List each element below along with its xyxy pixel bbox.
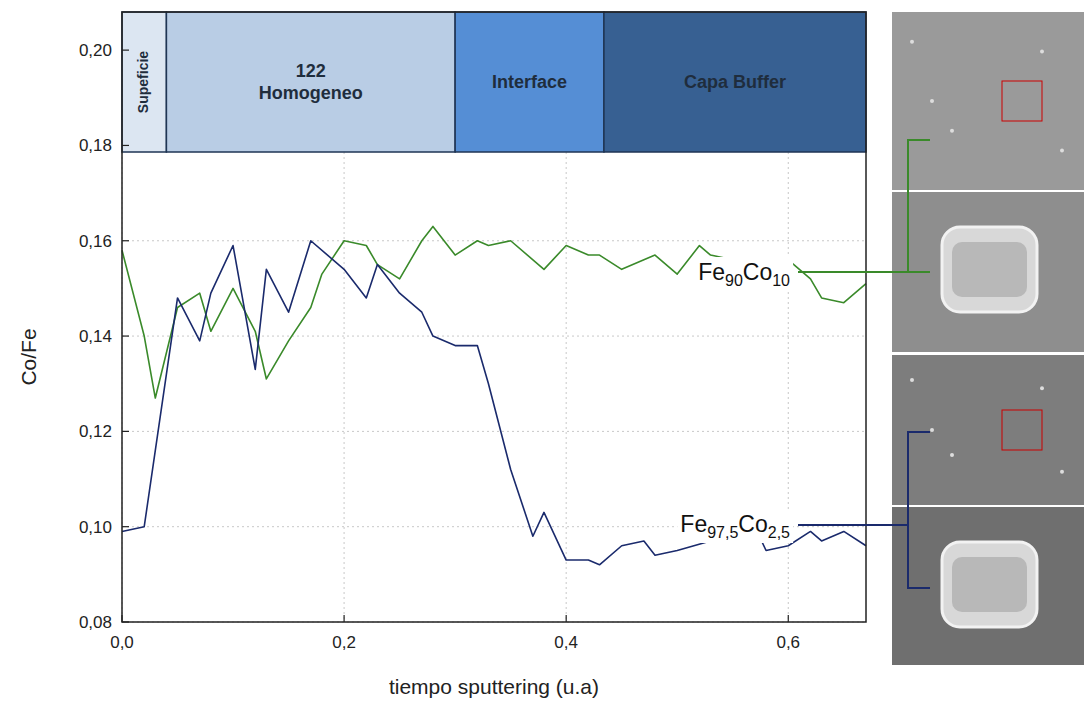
- sem-particle: [1040, 50, 1044, 54]
- tick: [122, 335, 129, 336]
- sem-particle: [1060, 470, 1064, 474]
- tick: [788, 615, 789, 622]
- tick: [121, 615, 122, 622]
- sem-particle: [910, 40, 914, 44]
- chart: Supeficie 122Homogeneo Interface Capa Buffe…: [0, 0, 1084, 714]
- tick: [122, 240, 129, 241]
- series-line: [122, 241, 866, 565]
- grid-line: [122, 431, 866, 432]
- series-label-part: 97,5: [707, 524, 738, 541]
- tick-label: 0,20: [79, 41, 112, 60]
- sem-crater-floor: [952, 242, 1027, 297]
- region-band: [166, 12, 455, 152]
- series-label-part: 90: [725, 272, 743, 289]
- sem-particle: [930, 99, 934, 103]
- tick: [122, 50, 129, 51]
- series-label-part: Co: [738, 511, 767, 537]
- series-label-part: Fe: [680, 511, 707, 537]
- tick-label: 0,14: [79, 327, 112, 346]
- label-leader: [798, 271, 908, 273]
- region-label-line: Capa Buffer: [684, 72, 786, 92]
- tick-label: 0,0: [110, 633, 134, 652]
- tick: [122, 526, 129, 527]
- sem-image: [892, 12, 1084, 190]
- grid-line: [122, 240, 866, 241]
- label-bracket: [908, 432, 930, 588]
- region-label: Capa Buffer: [684, 72, 786, 92]
- tick-label: 0,12: [79, 422, 112, 441]
- sem-image: [892, 355, 1084, 505]
- axis-title: tiempo sputtering (u.a): [389, 675, 599, 698]
- series-label-part: Fe: [698, 259, 725, 285]
- sem-image: [892, 507, 1084, 665]
- region-label: Supeficie: [135, 51, 151, 113]
- region-band: [122, 12, 166, 152]
- series-label-part: 10: [772, 272, 790, 289]
- sem-roi: [1002, 410, 1042, 450]
- tick: [122, 145, 129, 146]
- sem-particle: [1060, 148, 1064, 152]
- region-label: Interface: [492, 72, 567, 92]
- tick-label: 0,4: [554, 633, 578, 652]
- sem-particle: [910, 378, 914, 382]
- tick: [122, 431, 129, 432]
- tick: [343, 615, 344, 622]
- tick-label: 0,10: [79, 518, 112, 537]
- region-label-line: Interface: [492, 72, 567, 92]
- sem-crater-floor: [952, 557, 1027, 612]
- series-label: Fe97,5Co2,5: [680, 511, 790, 541]
- sem-particle: [930, 428, 934, 432]
- tick-label: 0,2: [332, 633, 356, 652]
- tick: [566, 615, 567, 622]
- series-label-part: Co: [743, 259, 772, 285]
- region-band: [455, 12, 604, 152]
- sem-particle: [1040, 386, 1044, 390]
- region-label-line: 122: [296, 61, 326, 81]
- label-bracket: [908, 140, 930, 272]
- label-bg: [677, 509, 793, 543]
- region-band: [604, 12, 866, 152]
- grid-line: [122, 336, 866, 337]
- label-bg: [695, 257, 793, 291]
- region-label-line: Homogeneo: [259, 83, 363, 103]
- sem-roi: [1002, 81, 1042, 121]
- series-label-part: 2,5: [768, 524, 790, 541]
- sem-crater: [942, 542, 1037, 627]
- sem-crater: [942, 227, 1037, 312]
- tick-label: 0,16: [79, 232, 112, 251]
- plot-frame: [122, 12, 866, 622]
- axis-title: Co/Fe: [17, 328, 40, 385]
- series-label: Fe90Co10: [698, 259, 790, 289]
- tick: [122, 621, 129, 622]
- label-leader: [798, 524, 908, 526]
- tick-label: 0,08: [79, 613, 112, 632]
- tick-label: 0,6: [776, 633, 800, 652]
- tick-label: 0,18: [79, 136, 112, 155]
- region-label: 122Homogeneo: [259, 61, 363, 103]
- sem-particle: [950, 453, 954, 457]
- sem-particle: [950, 129, 954, 133]
